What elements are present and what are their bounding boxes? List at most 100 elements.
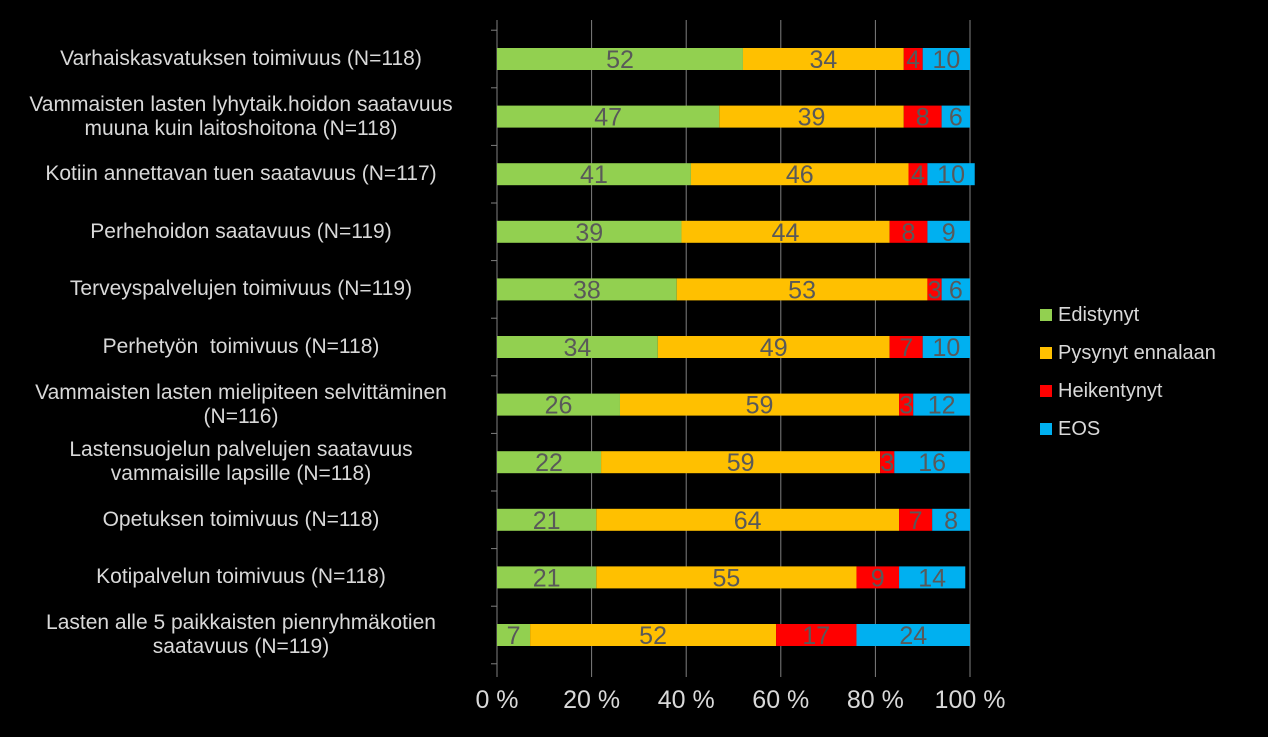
bar-segment bbox=[908, 163, 928, 186]
category-label-line: Opetuksen toimivuus (N=118) bbox=[102, 507, 380, 531]
bar-segment bbox=[913, 393, 970, 416]
bar-segment bbox=[856, 566, 900, 589]
data-label: 24 bbox=[899, 622, 927, 650]
category-label-line: Lasten alle 5 paikkaisten pienryhmäkotie… bbox=[46, 611, 436, 634]
data-label: 53 bbox=[788, 276, 816, 304]
legend-swatch bbox=[1040, 385, 1052, 397]
data-label: 3 bbox=[880, 449, 894, 477]
data-label: 6 bbox=[949, 276, 963, 304]
data-label: 10 bbox=[932, 334, 960, 362]
data-label: 55 bbox=[712, 564, 740, 592]
x-tick-label: 0 % bbox=[475, 686, 518, 714]
data-label: 6 bbox=[949, 104, 963, 132]
bar-segment bbox=[903, 48, 923, 70]
category-label: Varhaiskasvatuksen toimivuus (N=118) bbox=[6, 47, 476, 71]
data-label: 52 bbox=[639, 622, 667, 650]
category-label-line: saatavuus (N=119) bbox=[152, 635, 330, 658]
category-label-line: Terveyspalvelujen toimivuus (N=119) bbox=[69, 277, 413, 301]
bar-segment bbox=[894, 451, 970, 474]
bar-segment bbox=[899, 393, 914, 416]
category-label: Lasten alle 5 paikkaisten pienryhmäkotie… bbox=[6, 611, 476, 659]
data-label: 8 bbox=[902, 219, 916, 247]
legend: Edistynyt Pysynyt ennalaan Heikentynyt EOS bbox=[1040, 296, 1216, 448]
bar-segment bbox=[927, 220, 970, 243]
data-label: 16 bbox=[918, 449, 946, 477]
data-label: 10 bbox=[937, 161, 965, 189]
category-label-line: Lastensuojelun palvelujen saatavuus bbox=[69, 438, 413, 462]
bar-segment bbox=[497, 220, 682, 243]
bar-segment bbox=[927, 163, 975, 186]
data-label: 26 bbox=[545, 392, 573, 420]
bar-segment bbox=[530, 624, 777, 646]
category-label-line: muuna kuin laitoshoitona (N=118) bbox=[84, 116, 398, 140]
legend-label: Pysynyt ennalaan bbox=[1058, 341, 1216, 364]
bar-segment bbox=[497, 336, 658, 358]
bar-segment bbox=[922, 48, 970, 70]
data-label: 44 bbox=[772, 219, 800, 247]
bar-segment bbox=[856, 624, 970, 646]
data-label: 49 bbox=[760, 334, 788, 362]
category-label: Lastensuojelun palvelujen saatavuus vamma… bbox=[6, 438, 476, 486]
data-label: 14 bbox=[918, 564, 946, 592]
data-label: 7 bbox=[909, 507, 923, 535]
x-tick-label: 60 % bbox=[752, 686, 809, 714]
bar-segment bbox=[497, 48, 743, 70]
category-label-line: Kotiin annettavan tuen saatavuus (N=117) bbox=[45, 162, 437, 186]
data-label: 59 bbox=[746, 392, 774, 420]
data-label: 4 bbox=[911, 161, 925, 189]
legend-swatch bbox=[1040, 347, 1052, 359]
bar-segment bbox=[596, 566, 857, 589]
category-label: Vammaisten lasten lyhytaik.hoidon saatav… bbox=[6, 93, 476, 141]
bar-segment bbox=[742, 48, 904, 70]
legend-item: EOS bbox=[1040, 410, 1216, 448]
data-label: 8 bbox=[916, 104, 930, 132]
category-label: Kotipalvelun toimivuus (N=118) bbox=[6, 565, 476, 589]
legend-item: Edistynyt bbox=[1040, 296, 1216, 334]
category-label: Opetuksen toimivuus (N=118) bbox=[6, 508, 476, 532]
data-label: 22 bbox=[535, 449, 563, 477]
data-label: 39 bbox=[798, 104, 826, 132]
data-label: 10 bbox=[932, 46, 960, 74]
category-label: Vammaisten lasten mielipiteen selvittämi… bbox=[6, 381, 476, 429]
category-label: Terveyspalvelujen toimivuus (N=119) bbox=[6, 277, 476, 301]
bar-segment bbox=[497, 278, 677, 301]
data-label: 9 bbox=[871, 564, 885, 592]
category-label: Perhehoidon saatavuus (N=119) bbox=[6, 220, 476, 244]
legend-swatch bbox=[1040, 309, 1052, 321]
bar-segment bbox=[690, 163, 909, 186]
x-tick-label: 100 % bbox=[935, 686, 1006, 714]
bar-segment bbox=[899, 508, 933, 531]
bar-segment bbox=[889, 336, 923, 358]
category-label-line: Perhehoidon saatavuus (N=119) bbox=[90, 219, 392, 243]
data-label: 8 bbox=[944, 507, 958, 535]
category-label: Perhetyön toimivuus (N=118) bbox=[6, 335, 476, 359]
data-label: 4 bbox=[906, 46, 920, 74]
bar-segment bbox=[596, 508, 900, 531]
bar-segment bbox=[497, 624, 531, 646]
category-label-line: (N=116) bbox=[203, 404, 279, 428]
bar-segment bbox=[776, 624, 857, 646]
data-label: 46 bbox=[786, 161, 814, 189]
data-label: 47 bbox=[594, 104, 622, 132]
bar-segment bbox=[601, 451, 881, 474]
data-label: 52 bbox=[606, 46, 634, 74]
bar-segment bbox=[889, 220, 928, 243]
category-label-line: Kotipalvelun toimivuus (N=118) bbox=[96, 565, 386, 589]
data-label: 12 bbox=[928, 392, 956, 420]
category-label-line: Vammaisten lasten lyhytaik.hoidon saatav… bbox=[29, 92, 453, 116]
bar-segment bbox=[497, 393, 620, 416]
bar-segment bbox=[619, 393, 900, 416]
data-label: 34 bbox=[564, 334, 592, 362]
x-tick-label: 20 % bbox=[563, 686, 620, 714]
category-label-line: Perhetyön toimivuus (N=118) bbox=[102, 335, 380, 358]
bar-segment bbox=[719, 105, 904, 128]
bar-segment bbox=[676, 278, 928, 301]
category-label-line: Varhaiskasvatuksen toimivuus (N=118) bbox=[60, 47, 422, 70]
data-label: 38 bbox=[573, 276, 601, 304]
bar-segment bbox=[899, 566, 966, 589]
data-label: 9 bbox=[942, 219, 956, 247]
data-label: 41 bbox=[580, 161, 608, 189]
data-label: 39 bbox=[575, 219, 603, 247]
category-label-line: Vammaisten lasten mielipiteen selvittämi… bbox=[35, 380, 447, 404]
